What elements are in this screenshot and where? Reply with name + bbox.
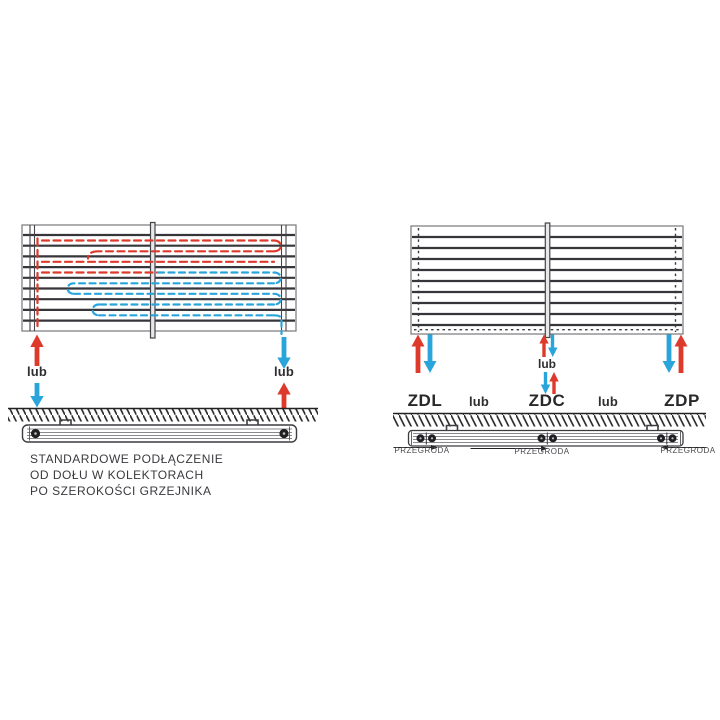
right-connection-rail	[407, 424, 684, 447]
or-label-between-zdc-zdp: lub	[597, 394, 619, 409]
left-radiator	[21, 221, 297, 339]
connection-zdc-label: ZDC	[528, 391, 566, 410]
zdl-return-arrow-down	[423, 334, 437, 373]
rail-mounting-tabs	[59, 419, 259, 425]
zdp-return-arrow-down	[662, 334, 676, 373]
left-radiator-collectors	[29, 225, 287, 331]
zdc-top-return-arrow-down	[548, 334, 558, 357]
right-connection-diagram	[393, 222, 707, 451]
left-floor-hatch	[8, 407, 318, 422]
caption-line-3: PO SZEROKOŚCI GRZEJNIKA	[30, 484, 212, 498]
partition-leader-left	[393, 445, 438, 450]
right-supply-arrow-up	[277, 382, 291, 409]
partition-leader-center	[470, 446, 548, 451]
partition-label-left: PRZEGRODA	[394, 446, 450, 455]
rail-partition-left	[416, 432, 436, 445]
partition-label-center: PRZEGRODA	[514, 447, 570, 456]
or-label-center-stack: lub	[538, 357, 556, 371]
rail-mounting-tabs	[445, 424, 659, 430]
rail-partition-right	[657, 432, 677, 445]
zdp-supply-arrow-up	[674, 334, 688, 373]
left-connection-rail	[21, 419, 298, 443]
or-label-left-column: lub	[26, 364, 48, 379]
supply-flow-path	[36, 232, 282, 328]
left-radiator-tubes	[23, 233, 295, 322]
zdc-top-supply-arrow-up	[539, 334, 549, 357]
zdc-bottom-return-arrow-down	[540, 372, 551, 394]
right-radiator	[410, 222, 684, 339]
zdl-supply-arrow-up	[411, 334, 425, 373]
left-radiator-center-bracket	[149, 221, 156, 339]
or-label-right-column: lub	[273, 364, 295, 379]
left-return-arrow-down	[30, 383, 44, 408]
left-connection-diagram	[8, 221, 318, 443]
partition-leader-right	[661, 445, 707, 450]
right-radiator-center-bracket	[544, 222, 551, 339]
or-label-between-zdl-zdc: lub	[468, 394, 490, 409]
left-supply-arrow-up	[30, 334, 44, 366]
right-radiator-hidden-collectors	[417, 228, 677, 332]
caption-line-2: OD DOŁU W KOLEKTORACH	[30, 468, 204, 482]
return-flow-path	[66, 271, 283, 336]
connection-zdl-label: ZDL	[407, 391, 443, 410]
connection-zdp-label: ZDP	[664, 391, 700, 410]
partition-label-right: PRZEGRODA	[660, 446, 716, 455]
right-floor-hatch	[393, 412, 706, 427]
caption-line-1: STANDARDOWE PODŁĄCZENIE	[30, 452, 224, 466]
zdc-bottom-supply-arrow-up	[549, 372, 559, 394]
rail-partition-center	[537, 432, 557, 445]
right-return-arrow-down	[277, 337, 291, 369]
